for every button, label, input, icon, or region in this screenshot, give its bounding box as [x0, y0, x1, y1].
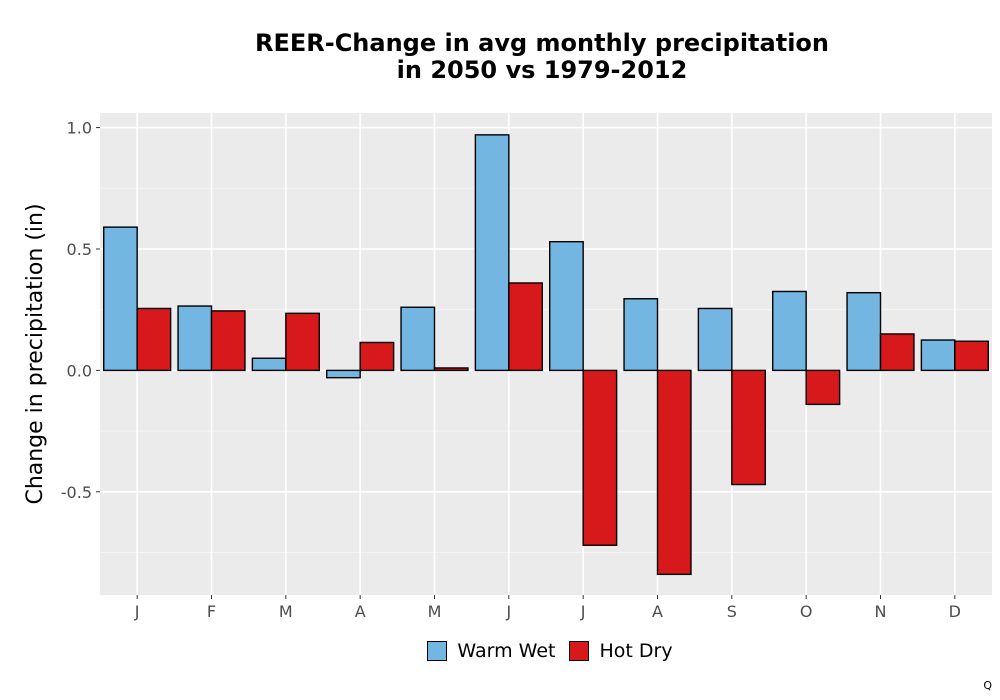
bar-warm-wet	[846, 291, 882, 372]
chart-title: REER-Change in avg monthly precipitation…	[100, 30, 984, 84]
bar-hot-dry	[508, 282, 543, 372]
bar-warm-wet	[772, 290, 807, 372]
x-tick-label: D	[949, 602, 961, 621]
bar-warm-wet	[623, 298, 659, 372]
x-tick-label: M	[279, 602, 293, 621]
bar-warm-wet	[474, 134, 510, 372]
chart-title-line-1: REER-Change in avg monthly precipitation	[254, 29, 829, 57]
x-tick-label: S	[727, 602, 737, 621]
y-axis-label: Change in precipitation (in)	[23, 203, 48, 504]
y-tick-label: 0.0	[67, 361, 92, 380]
bar-warm-wet	[177, 305, 213, 372]
x-tick-label: J	[580, 602, 586, 621]
chart-title-line-2: in 2050 vs 1979-2012	[396, 56, 688, 84]
x-tick-label: N	[875, 602, 887, 621]
x-tick-label: M	[428, 602, 442, 621]
bar-warm-wet	[251, 357, 287, 372]
bar-warm-wet	[697, 307, 733, 372]
bar-hot-dry	[359, 341, 395, 372]
bar-warm-wet	[326, 369, 361, 379]
bar-warm-wet	[920, 339, 956, 372]
legend-item-hot-dry: Hot Dry	[569, 640, 673, 662]
x-tick-label: J	[505, 602, 511, 621]
bar-hot-dry	[879, 333, 915, 372]
bar-hot-dry	[285, 312, 320, 372]
bar-hot-dry	[954, 340, 989, 372]
x-tick-label: O	[800, 602, 813, 621]
bar-hot-dry	[210, 310, 246, 372]
bar-hot-dry	[582, 369, 618, 546]
bars	[103, 134, 989, 576]
legend-label-warm-wet: Warm Wet	[457, 640, 556, 662]
bar-hot-dry	[656, 369, 692, 576]
y-tick-label: 1.0	[67, 119, 92, 138]
corner-mark: Q	[983, 679, 992, 692]
bar-warm-wet	[549, 240, 584, 372]
y-tick-label: 0.5	[67, 240, 92, 259]
bar-hot-dry	[731, 369, 766, 486]
legend-swatch-hot-dry	[569, 641, 590, 661]
x-tick-label: J	[134, 602, 140, 621]
x-tick-label: A	[652, 602, 663, 621]
bar-warm-wet	[103, 226, 138, 372]
bar-hot-dry	[805, 369, 841, 406]
legend: Warm Wet Hot Dry	[0, 640, 1000, 662]
legend-item-warm-wet: Warm Wet	[427, 640, 555, 662]
plot-panel	[100, 113, 992, 595]
x-tick-label: A	[355, 602, 366, 621]
bar-hot-dry	[136, 307, 172, 372]
x-tick-label: F	[207, 602, 216, 621]
legend-label-hot-dry: Hot Dry	[599, 640, 673, 662]
y-tick-label: -0.5	[61, 483, 92, 502]
bar-hot-dry	[433, 367, 469, 372]
legend-swatch-warm-wet	[427, 641, 448, 661]
y-axis-ticks: 1.0 0.5 0.0 -0.5	[61, 119, 100, 502]
bar-warm-wet	[400, 306, 436, 372]
